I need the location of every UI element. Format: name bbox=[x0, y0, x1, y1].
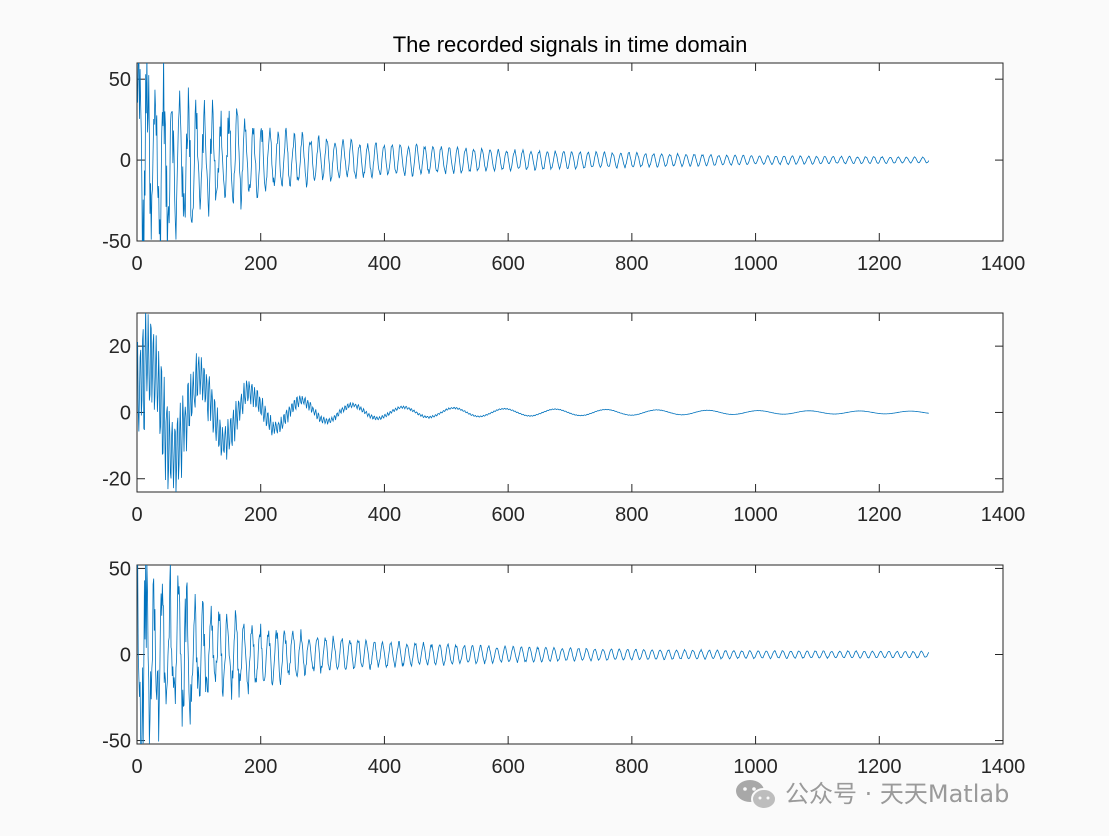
x-tick-label: 1000 bbox=[733, 504, 778, 526]
plot-area bbox=[136, 564, 1004, 745]
x-tick-label: 1000 bbox=[733, 253, 778, 275]
chart-title: The recorded signals in time domain bbox=[393, 32, 748, 57]
y-tick-label: -20 bbox=[102, 469, 131, 491]
x-tick-label: 1400 bbox=[981, 253, 1026, 275]
y-tick-label: 50 bbox=[109, 69, 131, 91]
x-tick-label: 0 bbox=[131, 253, 142, 275]
x-tick-label: 600 bbox=[491, 253, 524, 275]
x-tick-label: 200 bbox=[244, 504, 277, 526]
x-tick-label: 600 bbox=[491, 504, 524, 526]
x-tick-label: 1200 bbox=[857, 756, 902, 778]
plot-area bbox=[136, 312, 1004, 493]
x-tick-label: 800 bbox=[615, 504, 648, 526]
x-tick-label: 800 bbox=[615, 756, 648, 778]
watermark-text: 公众号 · 天天Matlab bbox=[785, 780, 1009, 808]
wechat-icon bbox=[736, 780, 777, 810]
y-tick-label: -50 bbox=[102, 731, 131, 753]
x-tick-label: 400 bbox=[368, 756, 401, 778]
x-tick-label: 1200 bbox=[857, 253, 902, 275]
x-tick-label: 0 bbox=[131, 504, 142, 526]
signal-line-1 bbox=[137, 63, 930, 241]
x-tick-label: 200 bbox=[244, 253, 277, 275]
y-tick-label: 0 bbox=[120, 150, 131, 172]
x-tick-label: 1000 bbox=[733, 756, 778, 778]
x-tick-label: 200 bbox=[244, 756, 277, 778]
y-tick-label: 50 bbox=[109, 558, 131, 580]
y-tick-label: 0 bbox=[120, 402, 131, 424]
signal-line-2 bbox=[137, 313, 929, 492]
x-tick-label: 400 bbox=[368, 253, 401, 275]
watermark: 公众号 · 天天Matlab bbox=[736, 780, 1009, 810]
signal-line-3 bbox=[137, 565, 930, 744]
y-tick-label: 20 bbox=[109, 336, 131, 358]
x-tick-label: 1400 bbox=[981, 504, 1026, 526]
y-tick-label: 0 bbox=[120, 645, 131, 667]
x-tick-label: 600 bbox=[491, 756, 524, 778]
plot-area bbox=[136, 62, 1004, 242]
x-tick-label: 1200 bbox=[857, 504, 902, 526]
x-tick-label: 800 bbox=[615, 253, 648, 275]
x-tick-label: 1400 bbox=[981, 756, 1026, 778]
x-tick-label: 400 bbox=[368, 504, 401, 526]
y-tick-label: -50 bbox=[102, 231, 131, 253]
x-tick-label: 0 bbox=[131, 756, 142, 778]
